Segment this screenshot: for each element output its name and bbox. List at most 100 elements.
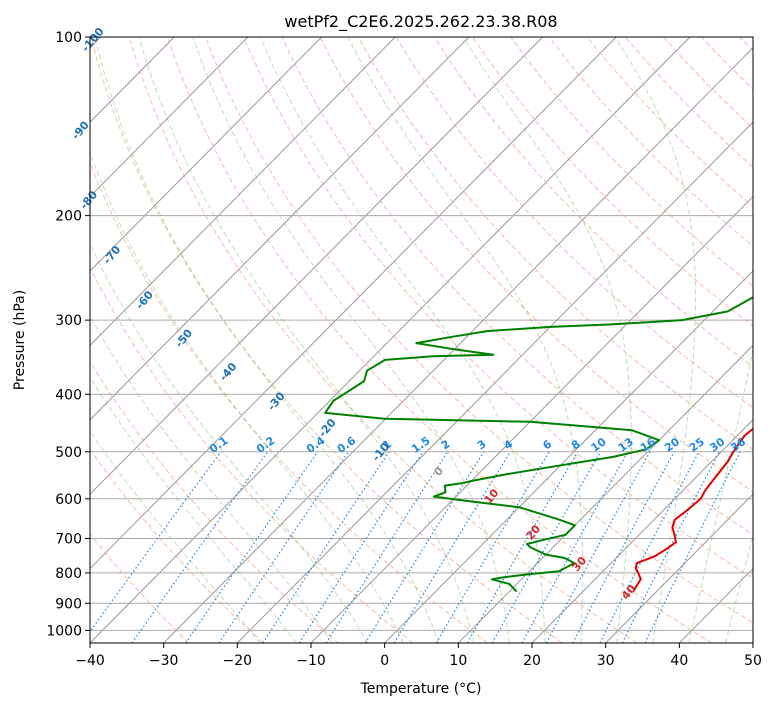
y-tick-label: 900: [55, 596, 82, 612]
profile-line: [324, 296, 753, 593]
dry-adiabat: [204, 37, 753, 624]
moist-adiabat: [138, 37, 475, 643]
grid-layer: [90, 37, 753, 643]
y-tick-label: 700: [55, 532, 82, 548]
isotherm-line: [90, 37, 543, 495]
isotherm-line: [90, 37, 322, 272]
x-tick-label: 20: [523, 653, 541, 669]
moist-adiabat: [688, 347, 753, 643]
adiabat-label: -30: [265, 389, 288, 413]
x-tick-label: −30: [149, 653, 179, 669]
isotherm-line: [90, 37, 249, 198]
mixing-ratio-line: [325, 451, 449, 643]
dry-adiabat: [90, 266, 414, 643]
y-tick-label: 300: [55, 313, 82, 329]
moist-adiabat: [614, 37, 697, 643]
moist-adiabat: [90, 150, 404, 643]
adiabat-label: 0: [431, 464, 446, 478]
mixing-ratio-label: 2: [439, 437, 453, 452]
x-tick-label: 10: [449, 653, 467, 669]
dry-adiabat: [472, 37, 753, 327]
mixing-ratio-label: 1.5: [409, 434, 432, 456]
plot-frame: [89, 36, 754, 644]
adiabat-label: -70: [101, 243, 124, 267]
mixing-ratio-line: [491, 451, 602, 643]
adiabat-label: -90: [69, 118, 92, 142]
adiabat-label: -40: [217, 360, 240, 384]
mixing-ratio-line: [218, 451, 349, 643]
x-tick-label: −40: [75, 653, 105, 669]
chart-title: wetPf2_C2E6.2025.262.23.38.R08: [284, 12, 557, 32]
y-tick-label: 800: [55, 566, 82, 582]
moist-adiabat: [725, 533, 753, 643]
x-tick-label: 50: [744, 653, 762, 669]
isotherm-line: [90, 37, 470, 421]
y-tick-label: 600: [55, 492, 82, 508]
y-ticks: 100 200 300 400 500 600 700 800 900 1000: [46, 30, 90, 639]
x-tick-label: 40: [670, 653, 688, 669]
mixing-ratio-line: [298, 451, 424, 643]
y-tick-label: 400: [55, 387, 82, 403]
dry-adiabat: [319, 37, 753, 493]
x-axis-label: Temperature (°C): [360, 681, 482, 697]
isotherm-line: [678, 567, 753, 643]
moist-adiabat: [347, 37, 584, 643]
dry-adiabat: [510, 37, 753, 287]
dry-adiabat: [90, 161, 488, 643]
dry-adiabat: [357, 37, 753, 451]
moist-adiabat: [192, 37, 510, 643]
mixing-ratio-lines: [90, 451, 741, 643]
y-tick-label: 200: [55, 209, 82, 225]
dry-adiabat: [281, 37, 753, 536]
isotherm-line: [163, 47, 753, 643]
x-tick-label: 0: [380, 653, 389, 669]
isotherm-line: [236, 121, 753, 643]
y-tick-label: 500: [55, 445, 82, 461]
dry-adiabat: [90, 448, 264, 643]
isotherm-line: [90, 37, 691, 643]
dry-adiabat: [128, 37, 638, 643]
mixing-ratio-label: 0.1: [207, 434, 230, 456]
moist-adiabat: [90, 430, 261, 643]
adiabat-label: 20: [523, 522, 543, 542]
isotherm-line: [605, 493, 753, 643]
dry-adiabat: [166, 37, 712, 643]
isotherm-line: [752, 642, 753, 643]
mixing-ratio-line: [621, 451, 720, 643]
x-tick-label: −20: [223, 653, 253, 669]
y-tick-label: 100: [55, 30, 82, 46]
mixing-ratio-label: 3: [475, 437, 489, 452]
mixing-ratio-line: [545, 451, 651, 643]
mixing-ratio-label: 0.6: [335, 434, 359, 456]
isotherm-line: [90, 37, 396, 347]
moist-adiabat: [462, 37, 632, 643]
mixing-ratio-line: [131, 451, 269, 643]
y-axis-label: Pressure (hPa): [12, 290, 28, 390]
mixing-ratio-label: 0.2: [254, 434, 277, 456]
moist-adiabat: [90, 376, 297, 643]
x-tick-label: 30: [597, 653, 615, 669]
mixing-ratio-line: [262, 451, 390, 643]
x-tick-label: −10: [296, 653, 326, 669]
series-layer: [324, 296, 753, 593]
dry-adiabat: [90, 533, 190, 643]
moist-adiabat: [90, 242, 369, 643]
adiabat-label: 30: [570, 554, 590, 574]
moist-adiabat: [90, 314, 333, 643]
mixing-ratio-line: [90, 451, 222, 633]
adiabat-label: -100: [79, 25, 107, 55]
mixing-ratio-line: [393, 451, 511, 643]
isotherm-line: [457, 344, 753, 643]
x-ticks: −40 −30 −20 −10 0 10 20 30 40 50: [75, 643, 762, 669]
mixing-ratio-line: [644, 451, 741, 643]
isotherm-line: [531, 419, 753, 643]
moist-adiabat: [94, 37, 439, 643]
isotherm-line: [90, 37, 617, 570]
dry-adiabat: [739, 37, 753, 52]
mixing-ratio-line: [599, 451, 700, 643]
y-tick-label: 1000: [46, 623, 82, 639]
line-labels: 0.1 0.2 0.4 0.6 1 1.5 2 3 4 6 8 10 13 16 20 25 30 36-100-…: [69, 25, 748, 602]
adiabat-label: -50: [173, 326, 196, 350]
isotherm-line: [384, 270, 753, 643]
